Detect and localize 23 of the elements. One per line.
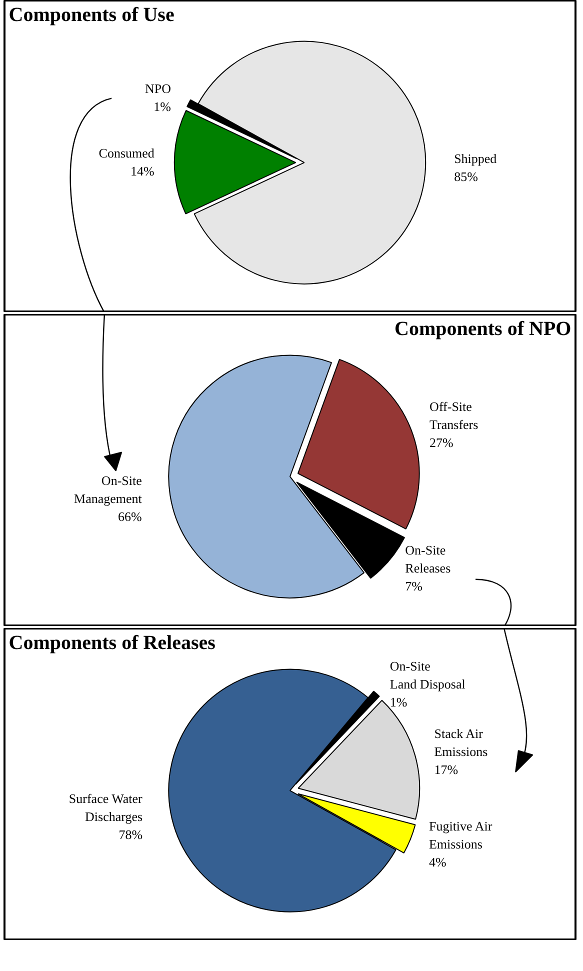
chart-title: Components of NPO <box>394 318 572 340</box>
data-label: 27% <box>430 434 454 450</box>
slice-label: Shipped <box>454 151 498 166</box>
slice-label: Stack Air Emissions <box>434 726 488 760</box>
slice-label: On-Site Land Disposal <box>390 658 466 692</box>
chart-title: Components of Releases <box>8 632 216 654</box>
slice-label: Surface Water Discharges <box>68 790 144 824</box>
data-label: 7% <box>405 578 423 594</box>
slice-label: Fugitive Air Emissions <box>428 818 493 852</box>
slice-label: NPO <box>144 80 171 96</box>
data-label: 78% <box>118 826 143 842</box>
data-label: 85% <box>454 169 478 184</box>
data-label: 1% <box>154 98 172 114</box>
chart-title: Components of Use <box>8 4 174 26</box>
data-label: 66% <box>118 508 142 524</box>
slice-label: Consumed <box>98 146 155 161</box>
data-label: 1% <box>390 694 408 710</box>
data-label: 14% <box>130 164 155 179</box>
slice-label: On-Site Releases <box>405 542 451 576</box>
data-label: 4% <box>428 854 446 870</box>
data-label: 17% <box>434 762 458 778</box>
slice-label: Off-Site Transfers <box>430 398 478 432</box>
slice-label: On-Site Management <box>74 472 142 506</box>
